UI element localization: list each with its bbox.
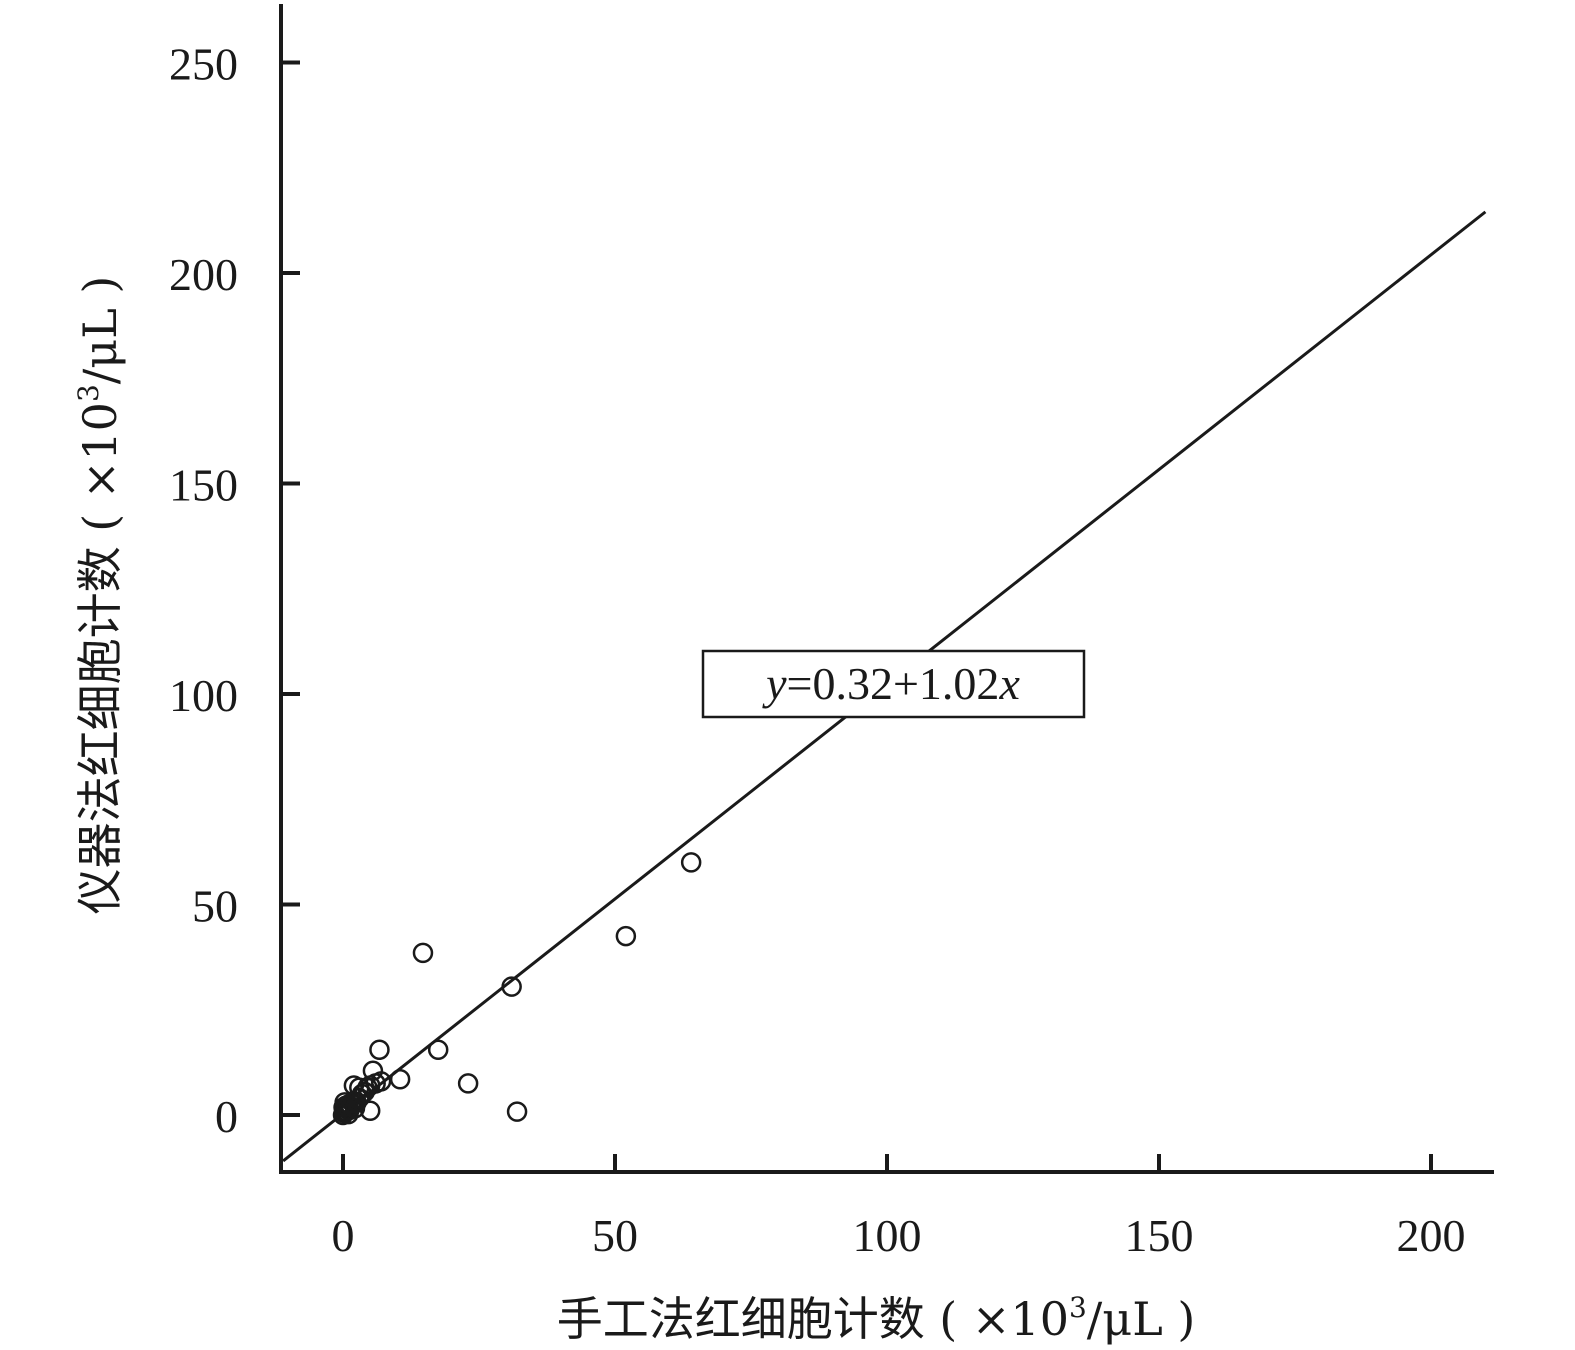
equation-var-y: y [762,658,787,709]
regression-label-box [701,649,1086,719]
y-tick-label: 100 [169,670,238,721]
x-axis-title-main: 手工法红细胞计数 ( ×10 [557,1292,1069,1346]
data-point [412,942,434,964]
y-tick-label: 200 [169,249,238,300]
x-axis-title: 手工法红细胞计数 ( ×103/μL ) [557,1291,1196,1346]
data-point [506,1101,528,1122]
x-axis-title-tail: /μL ) [1087,1292,1196,1346]
x-tick-label: 200 [1397,1210,1466,1261]
data-point [680,852,702,873]
y-axis-title: 仪器法红细胞计数 ( ×103/μL ) [72,276,127,915]
data-point [369,1039,390,1060]
equation-var-x: x [998,658,1020,709]
data-point [389,1068,411,1090]
x-tick-label: 50 [592,1210,638,1261]
equation-body: =0.32+1.02 [787,658,1000,709]
x-axis-title-sup: 3 [1069,1291,1087,1324]
data-point [615,925,637,947]
data-point [501,976,522,997]
data-point [427,1039,449,1060]
data-points [332,852,702,1126]
x-tick-label: 0 [332,1210,355,1261]
axis-ticks [281,60,1433,1172]
data-point [359,1100,381,1122]
y-axis-title-sup: 3 [72,384,105,402]
data-point [362,1060,384,1082]
y-axis-title-tail: /μL ) [73,276,127,385]
y-tick-label: 50 [192,881,238,932]
x-tick-label: 150 [1125,1210,1194,1261]
chart-axes [279,4,1494,1174]
y-axis-title-main: 仪器法红细胞计数 ( ×10 [73,402,127,914]
tick-labels: 0 50 100 150 200 250 0 50 100 150 200 [169,39,1466,1262]
y-tick-label: 250 [169,39,238,90]
y-tick-label: 150 [169,460,238,511]
data-point [338,1103,359,1125]
data-point [457,1073,479,1094]
regression-label: y=0.32+1.02x [701,649,1086,719]
x-tick-label: 100 [853,1210,922,1261]
y-tick-label: 0 [215,1091,238,1142]
regression-equation: y=0.32+1.02x [762,658,1020,709]
